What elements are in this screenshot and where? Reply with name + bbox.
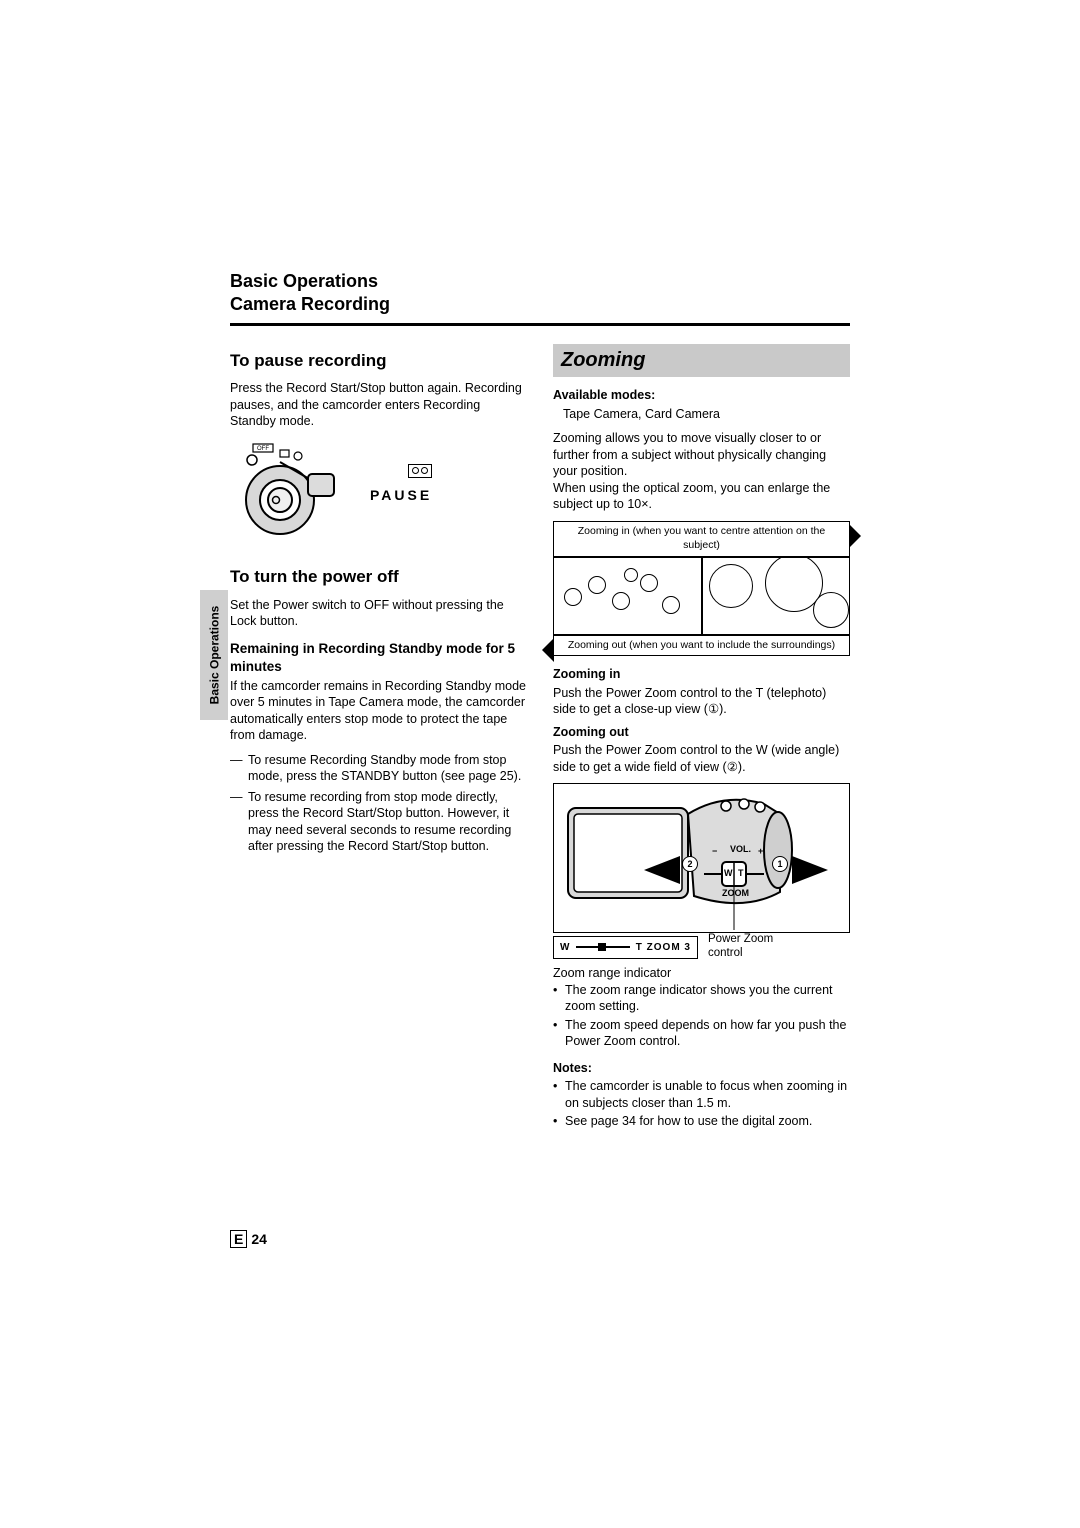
zoom-in-text: Push the Power Zoom control to the T (te… — [553, 685, 850, 718]
page-prefix: E — [230, 1230, 247, 1248]
header-rule — [230, 323, 850, 326]
header-line-2: Camera Recording — [230, 293, 850, 316]
pause-text: Press the Record Start/Stop button again… — [230, 380, 527, 430]
figure-camcorder: 2 1 − VOL. + W T ZOOM — [553, 783, 850, 933]
page-header: Basic Operations Camera Recording — [230, 270, 850, 326]
ind-w: W — [560, 941, 570, 954]
pz-line1: Power Zoom — [708, 933, 773, 947]
tape-icon — [408, 464, 432, 478]
list-item: •The zoom range indicator shows you the … — [553, 982, 850, 1015]
available-modes-heading: Available modes: — [553, 387, 850, 404]
zoom-out-heading: Zooming out — [553, 724, 850, 741]
svg-text:OFF: OFF — [257, 446, 269, 452]
notes-bullet-2: See page 34 for how to use the digital z… — [565, 1113, 812, 1130]
manual-page: Basic Operations Camera Recording To pau… — [0, 0, 1080, 1528]
list-item: •See page 34 for how to use the digital … — [553, 1113, 850, 1130]
list-item: •The camcorder is unable to focus when z… — [553, 1078, 850, 1111]
figure-pause: OFF PAUSE — [230, 438, 527, 553]
pz-line2: control — [708, 947, 773, 961]
power-switch-illustration: OFF — [230, 438, 340, 553]
figure-zoom-examples: Zooming in (when you want to centre atte… — [553, 521, 850, 657]
left-column: To pause recording Press the Record Star… — [230, 344, 527, 1132]
ind-t: T ZOOM 3 — [636, 941, 691, 954]
section-tab: Basic Operations — [200, 590, 228, 720]
caption-zoom-in: Zooming in (when you want to centre atte… — [553, 521, 850, 557]
columns: To pause recording Press the Record Star… — [230, 344, 850, 1132]
zoom-intro-2: When using the optical zoom, you can enl… — [553, 480, 850, 513]
caption-zoom-out: Zooming out (when you want to include th… — [553, 635, 850, 657]
standby-heading: Remaining in Recording Standby mode for … — [230, 640, 527, 676]
vol-label: VOL. — [730, 844, 751, 856]
power-off-heading: To turn the power off — [230, 566, 527, 588]
list-item: —To resume recording from stop mode dire… — [230, 789, 527, 855]
standby-item-2: To resume recording from stop mode direc… — [248, 789, 527, 855]
zri-bullet-2: The zoom speed depends on how far you pu… — [565, 1017, 850, 1050]
zoom-example-tele — [702, 557, 851, 635]
standby-item-1: To resume Recording Standby mode from st… — [248, 752, 527, 785]
zoom-out-text: Push the Power Zoom control to the W (wi… — [553, 742, 850, 775]
arrow-right-icon — [792, 856, 828, 884]
zoom-intro-1: Zooming allows you to move visually clos… — [553, 430, 850, 480]
zoom-in-heading: Zooming in — [553, 666, 850, 683]
list-item: •The zoom speed depends on how far you p… — [553, 1017, 850, 1050]
zoom-range-label: Zoom range indicator — [553, 965, 850, 982]
zri-bullet-1: The zoom range indicator shows you the c… — [565, 982, 850, 1015]
t-label: T — [738, 868, 744, 880]
pause-heading: To pause recording — [230, 350, 527, 372]
pause-label-text: PAUSE — [370, 487, 432, 503]
notes-bullets: •The camcorder is unable to focus when z… — [553, 1078, 850, 1130]
standby-text: If the camcorder remains in Recording St… — [230, 678, 527, 744]
zooming-heading: Zooming — [553, 344, 850, 377]
notes-heading: Notes: — [553, 1060, 850, 1077]
available-modes-value: Tape Camera, Card Camera — [563, 406, 850, 423]
w-label: W — [724, 868, 733, 880]
zoom-example-wide — [553, 557, 702, 635]
zoom-range-indicator: W T ZOOM 3 — [553, 936, 698, 959]
power-zoom-caption: Power Zoom control — [708, 933, 773, 961]
power-off-text: Set the Power switch to OFF without pres… — [230, 597, 527, 630]
section-tab-label: Basic Operations — [207, 606, 221, 705]
list-item: —To resume Recording Standby mode from s… — [230, 752, 527, 785]
zoom-range-bullets: •The zoom range indicator shows you the … — [553, 982, 850, 1050]
zoom-label: ZOOM — [722, 888, 749, 900]
standby-list: —To resume Recording Standby mode from s… — [230, 752, 527, 855]
page-number: E24 — [230, 1230, 267, 1248]
arrow-left-icon — [644, 856, 680, 884]
header-line-1: Basic Operations — [230, 270, 850, 293]
pause-label: PAUSE — [370, 486, 432, 504]
right-column: Zooming Available modes: Tape Camera, Ca… — [553, 344, 850, 1132]
page-num: 24 — [251, 1231, 267, 1247]
notes-bullet-1: The camcorder is unable to focus when zo… — [565, 1078, 850, 1111]
